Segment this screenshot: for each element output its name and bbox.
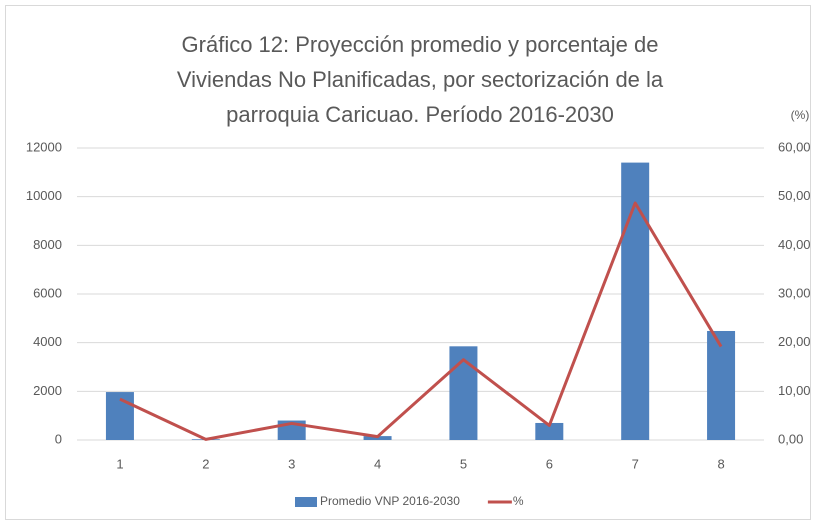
chart-title: parroquia Caricuao. Período 2016-2030: [226, 102, 614, 127]
x-tick-label: 1: [116, 456, 123, 471]
y2-tick-label: 30,00: [778, 285, 811, 300]
y2-axis-label: (%): [791, 108, 810, 122]
line: [119, 201, 723, 441]
y-tick-label: 2000: [33, 383, 62, 398]
y-tick-label: 10000: [26, 188, 62, 203]
x-tick-label: 7: [632, 456, 639, 471]
bar: [621, 162, 650, 440]
y2-tick-label: 60,00: [778, 139, 811, 154]
bar: [535, 422, 564, 440]
y-tick-label: 8000: [33, 237, 62, 252]
y-tick-label: 6000: [33, 285, 62, 300]
y2-tick-label: 40,00: [778, 237, 811, 252]
x-tick-label: 2: [202, 456, 209, 471]
x-tick-label: 5: [460, 456, 467, 471]
y2-tick-label: 50,00: [778, 188, 811, 203]
x-tick-label: 6: [546, 456, 553, 471]
y-tick-label: 4000: [33, 334, 62, 349]
x-tick-label: 4: [374, 456, 381, 471]
y2-tick-label: 10,00: [778, 383, 811, 398]
y-tick-label: 0: [55, 431, 62, 446]
bar: [707, 330, 736, 440]
y-tick-label: 12000: [26, 139, 62, 154]
x-tick-label: 3: [288, 456, 295, 471]
legend-label: Promedio VNP 2016-2030: [320, 494, 460, 508]
x-tick-label: 8: [717, 456, 724, 471]
y2-tick-label: 20,00: [778, 334, 811, 349]
chart-title: Viviendas No Planificadas, por sectoriza…: [177, 67, 664, 92]
legend-swatch: [295, 497, 317, 507]
chart-title: Gráfico 12: Proyección promedio y porcen…: [182, 32, 659, 57]
legend-label: %: [513, 494, 524, 508]
bar: [449, 346, 478, 440]
y2-tick-label: 0,00: [778, 431, 803, 446]
chart-border: [5, 5, 811, 520]
